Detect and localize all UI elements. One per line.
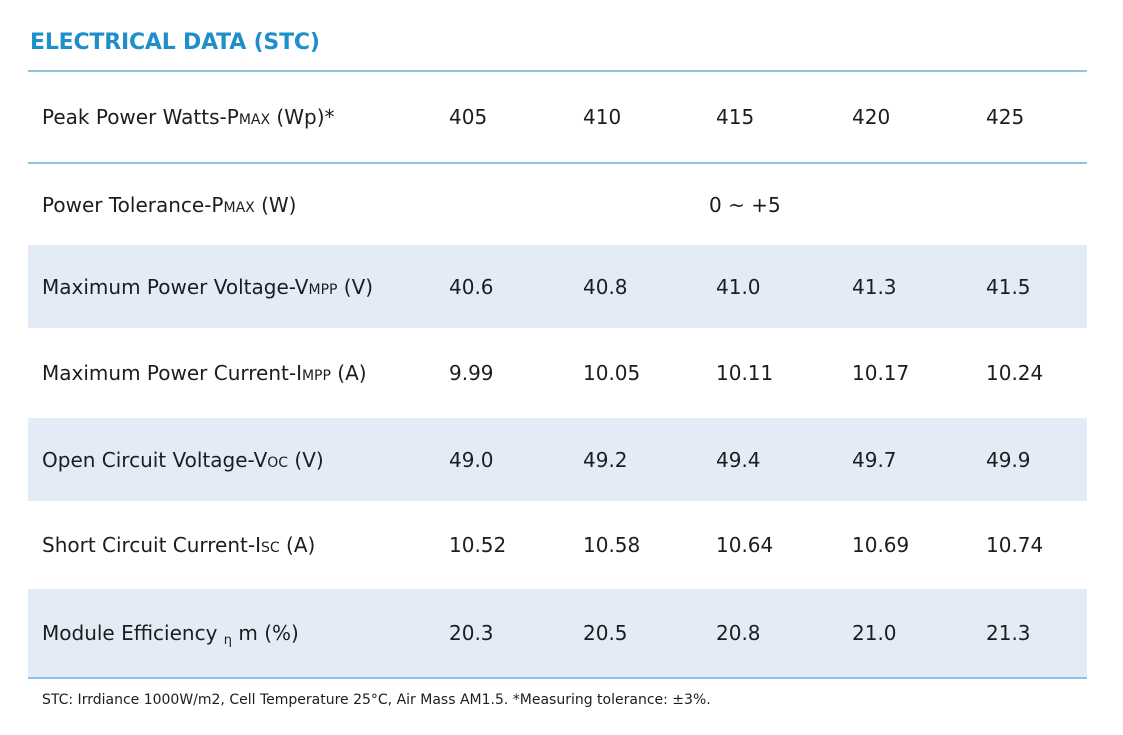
row-label: Power Tolerance-PMAX (W)	[42, 192, 297, 217]
table-cell: 425	[986, 105, 1025, 129]
table-cell: 41.0	[716, 274, 761, 299]
table-cell: 10.24	[986, 361, 1044, 385]
table-cell: 10.05	[583, 361, 641, 385]
table-cell: 10.64	[716, 533, 774, 557]
table-row-impp: Maximum Power Current-IMPP (A) 9.99 10.0…	[28, 328, 1087, 418]
table-cell: 21.3	[986, 621, 1031, 645]
table-cell: 49.0	[449, 447, 494, 472]
table-cell: 20.3	[449, 621, 494, 645]
table-cell: 40.8	[583, 274, 628, 299]
table-row-isc: Short Circuit Current-ISC (A) 10.52 10.5…	[28, 501, 1087, 589]
table-row-power-tolerance: Power Tolerance-PMAX (W) 0 ~ +5	[28, 164, 1087, 245]
table-cell: 9.99	[449, 361, 494, 385]
table-cell: 405	[449, 105, 488, 129]
row-divider	[28, 162, 1087, 164]
table-cell: 10.74	[986, 533, 1044, 557]
table-row-efficiency: Module Efficiency η m (%) 20.3 20.5 20.8…	[28, 589, 1087, 677]
table-cell: 20.5	[583, 621, 628, 645]
row-label: Maximum Power Current-IMPP (A)	[42, 361, 367, 385]
table-cell: 49.7	[852, 447, 897, 472]
table-cell: 49.9	[986, 447, 1031, 472]
bottom-divider	[28, 677, 1087, 679]
top-divider	[28, 70, 1087, 72]
table-cell: 40.6	[449, 274, 494, 299]
table-cell: 49.4	[716, 447, 761, 472]
row-label: Module Efficiency η m (%)	[42, 621, 299, 648]
table-cell: 21.0	[852, 621, 897, 645]
table-cell-merged: 0 ~ +5	[709, 192, 781, 217]
section-title: ELECTRICAL DATA (STC)	[30, 30, 320, 55]
table-row-vmpp: Maximum Power Voltage-VMPP (V) 40.6 40.8…	[28, 245, 1087, 328]
table-cell: 10.17	[852, 361, 910, 385]
table-cell: 420	[852, 105, 891, 129]
table-cell: 10.52	[449, 533, 507, 557]
table-cell: 41.3	[852, 274, 897, 299]
table-cell: 415	[716, 105, 755, 129]
footnote: STC: Irrdiance 1000W/m2, Cell Temperatur…	[42, 692, 711, 708]
table-cell: 10.58	[583, 533, 641, 557]
row-label: Short Circuit Current-ISC (A)	[42, 533, 316, 557]
table-cell: 10.11	[716, 361, 774, 385]
table-cell: 20.8	[716, 621, 761, 645]
table-row-voc: Open Circuit Voltage-VOC (V) 49.0 49.2 4…	[28, 418, 1087, 501]
table-cell: 10.69	[852, 533, 910, 557]
table-row-peak-power: Peak Power Watts-PMAX (Wp)* 405 410 415 …	[28, 72, 1087, 162]
table-cell: 49.2	[583, 447, 628, 472]
row-label: Peak Power Watts-PMAX (Wp)*	[42, 105, 335, 129]
row-label: Maximum Power Voltage-VMPP (V)	[42, 274, 374, 299]
row-label: Open Circuit Voltage-VOC (V)	[42, 447, 324, 472]
table-cell: 410	[583, 105, 622, 129]
table-cell: 41.5	[986, 274, 1031, 299]
